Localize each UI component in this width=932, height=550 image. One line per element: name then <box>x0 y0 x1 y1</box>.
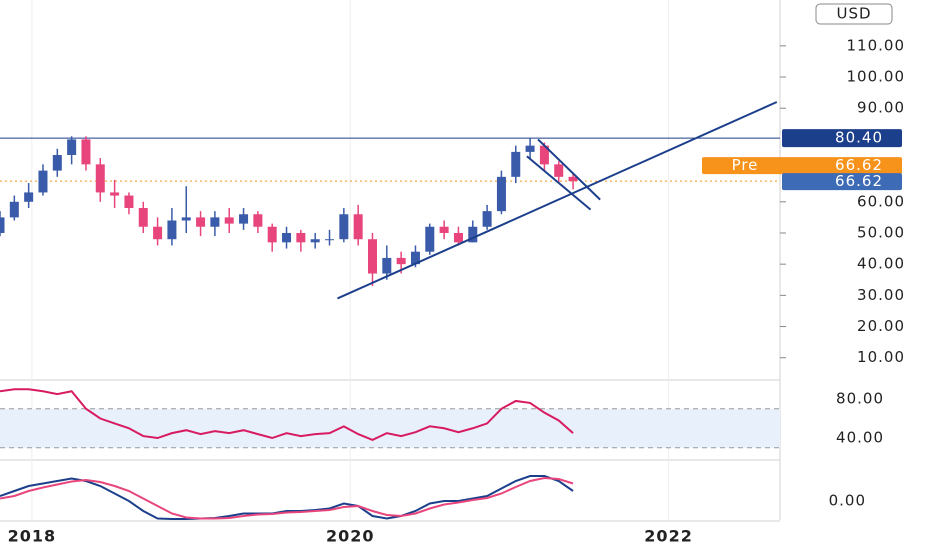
candle-body <box>110 192 120 196</box>
candle-body <box>353 214 363 240</box>
candle-body <box>52 155 62 171</box>
candle-body <box>482 211 492 227</box>
candle-body <box>167 220 177 240</box>
last-box <box>782 173 902 191</box>
x-tick-label: 2018 <box>8 527 57 546</box>
x-tick-label: 2022 <box>644 527 693 546</box>
candle-body <box>468 226 478 243</box>
candle-body <box>382 257 392 274</box>
candle-body <box>511 151 521 177</box>
candle-body <box>196 217 206 227</box>
last-value: 66.62 <box>835 172 883 190</box>
y-tick-label: 0.00 <box>829 492 866 510</box>
candle-body <box>568 176 578 182</box>
candle-body <box>38 170 48 193</box>
candle-body <box>325 239 335 241</box>
candle-body <box>367 239 377 274</box>
candle-body <box>310 239 320 243</box>
candle-body <box>267 226 277 243</box>
candle-body <box>239 214 249 224</box>
candle-body <box>525 145 535 152</box>
currency-box <box>815 3 893 25</box>
candle-body <box>453 232 463 243</box>
candle-body <box>181 217 191 221</box>
candle-body <box>95 164 105 193</box>
candle-body <box>396 257 406 265</box>
y-tick-label: 90.00 <box>857 99 905 117</box>
candle-body <box>138 208 148 227</box>
candle-body <box>0 217 5 233</box>
candle-body <box>410 251 420 265</box>
price-label-box <box>782 129 902 148</box>
candle-body <box>24 192 34 202</box>
y-tick-label: 80.00 <box>836 390 884 408</box>
pre-value: 66.62 <box>835 156 883 174</box>
candle-body <box>539 145 549 165</box>
y-tick-label: 10.00 <box>857 348 905 366</box>
y-tick-label: 30.00 <box>857 286 905 304</box>
y-tick-label: 50.00 <box>857 223 905 241</box>
y-tick-label: 40.00 <box>857 255 905 273</box>
candle-body <box>339 214 349 240</box>
candle-body <box>439 226 449 233</box>
candle-body <box>425 226 435 252</box>
pre-label: Pre <box>732 156 759 174</box>
macd-line <box>0 475 574 520</box>
rsi-band <box>0 408 780 448</box>
rsi-line <box>0 388 574 442</box>
candle-body <box>496 176 506 212</box>
macd-line <box>0 476 574 520</box>
y-tick-label: 40.00 <box>836 429 884 447</box>
trendline <box>537 138 601 201</box>
candle-body <box>153 226 163 240</box>
candle-body <box>9 201 19 218</box>
candle-body <box>67 139 77 156</box>
y-tick-label: 100.00 <box>847 68 906 86</box>
candle-body <box>124 195 134 209</box>
x-tick-label: 2020 <box>326 527 375 546</box>
candle-body <box>210 217 220 227</box>
y-tick-label: 110.00 <box>847 36 906 54</box>
y-tick-label: 60.00 <box>857 192 905 210</box>
y-tick-label: 20.00 <box>857 317 905 335</box>
trendline <box>526 155 592 211</box>
candle-body <box>296 232 306 243</box>
trendline <box>337 101 778 300</box>
candle-body <box>282 232 292 243</box>
candle-body <box>554 164 564 177</box>
currency-label: USD <box>836 5 871 23</box>
candle-body <box>224 217 234 224</box>
price-label: 80.40 <box>835 129 883 147</box>
pre-box <box>702 157 902 175</box>
candle-body <box>81 139 91 165</box>
candle-body <box>253 214 263 227</box>
